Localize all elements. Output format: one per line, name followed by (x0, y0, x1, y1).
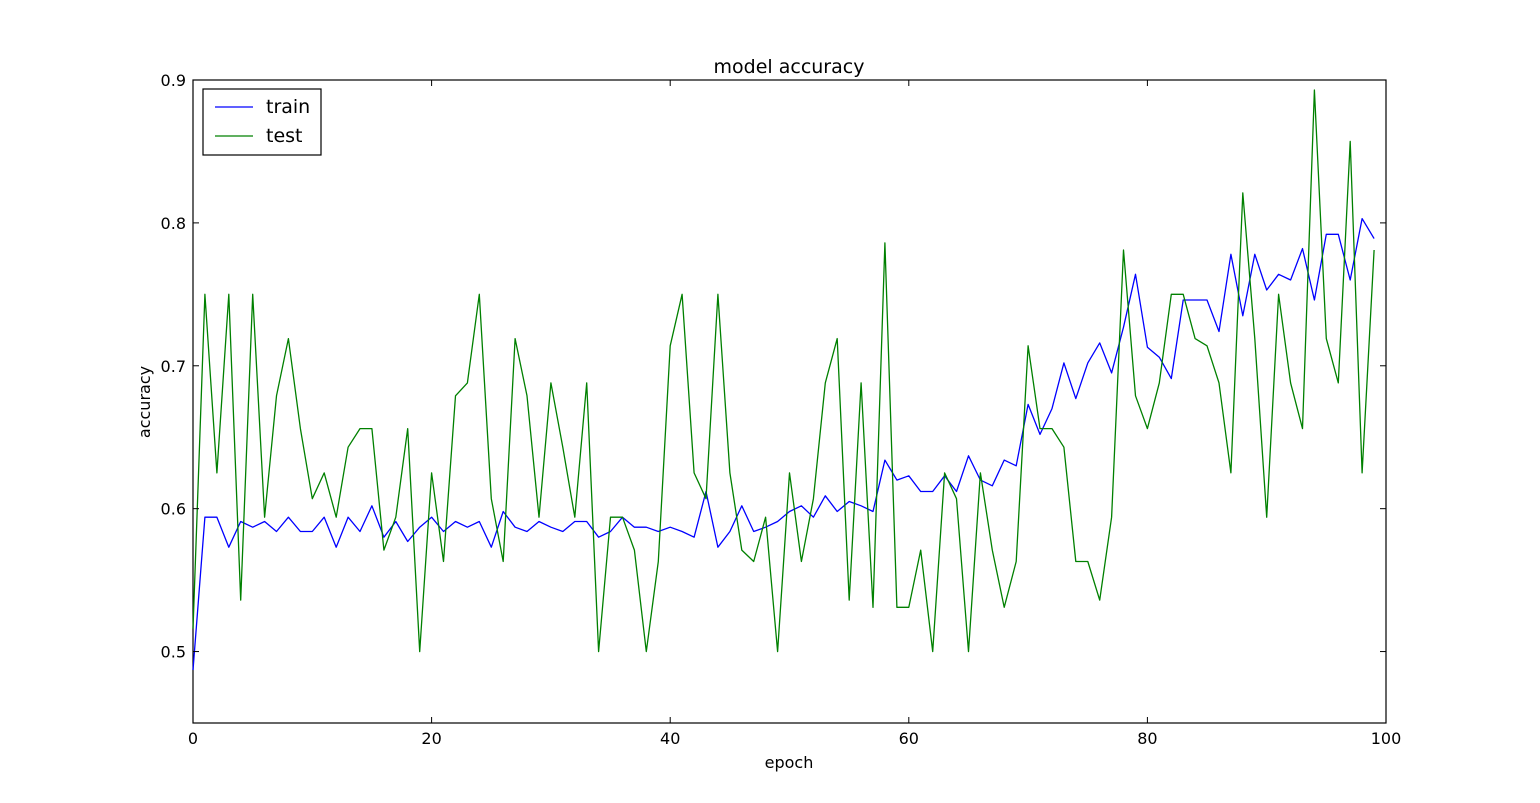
x-axis-label: epoch (765, 753, 814, 772)
series-line-test (193, 90, 1374, 652)
x-tick-label: 60 (899, 729, 919, 748)
y-axis-label: accuracy (135, 366, 154, 438)
legend: train test (203, 89, 321, 155)
y-tick-label: 0.6 (161, 500, 186, 519)
y-tick-label: 0.5 (161, 643, 186, 662)
x-tick-label: 40 (660, 729, 680, 748)
legend-label-train: train (266, 96, 310, 118)
plot-area: 0 20 40 60 80 100 0.5 0.6 0.7 0.8 0.9 (161, 71, 1402, 748)
y-tick-label: 0.9 (161, 71, 186, 90)
chart-title: model accuracy (714, 56, 865, 78)
x-axis-ticks: 0 20 40 60 80 100 (188, 80, 1401, 748)
legend-label-test: test (266, 125, 303, 147)
y-tick-label: 0.7 (161, 357, 186, 376)
x-tick-label: 0 (188, 729, 198, 748)
y-axis-ticks: 0.5 0.6 0.7 0.8 0.9 (161, 71, 1386, 662)
x-tick-label: 80 (1137, 729, 1157, 748)
x-tick-label: 100 (1371, 729, 1402, 748)
series-layer (193, 90, 1374, 670)
y-tick-label: 0.8 (161, 214, 186, 233)
series-line-train (193, 219, 1374, 670)
x-tick-label: 20 (421, 729, 441, 748)
axes-frame (193, 80, 1386, 723)
